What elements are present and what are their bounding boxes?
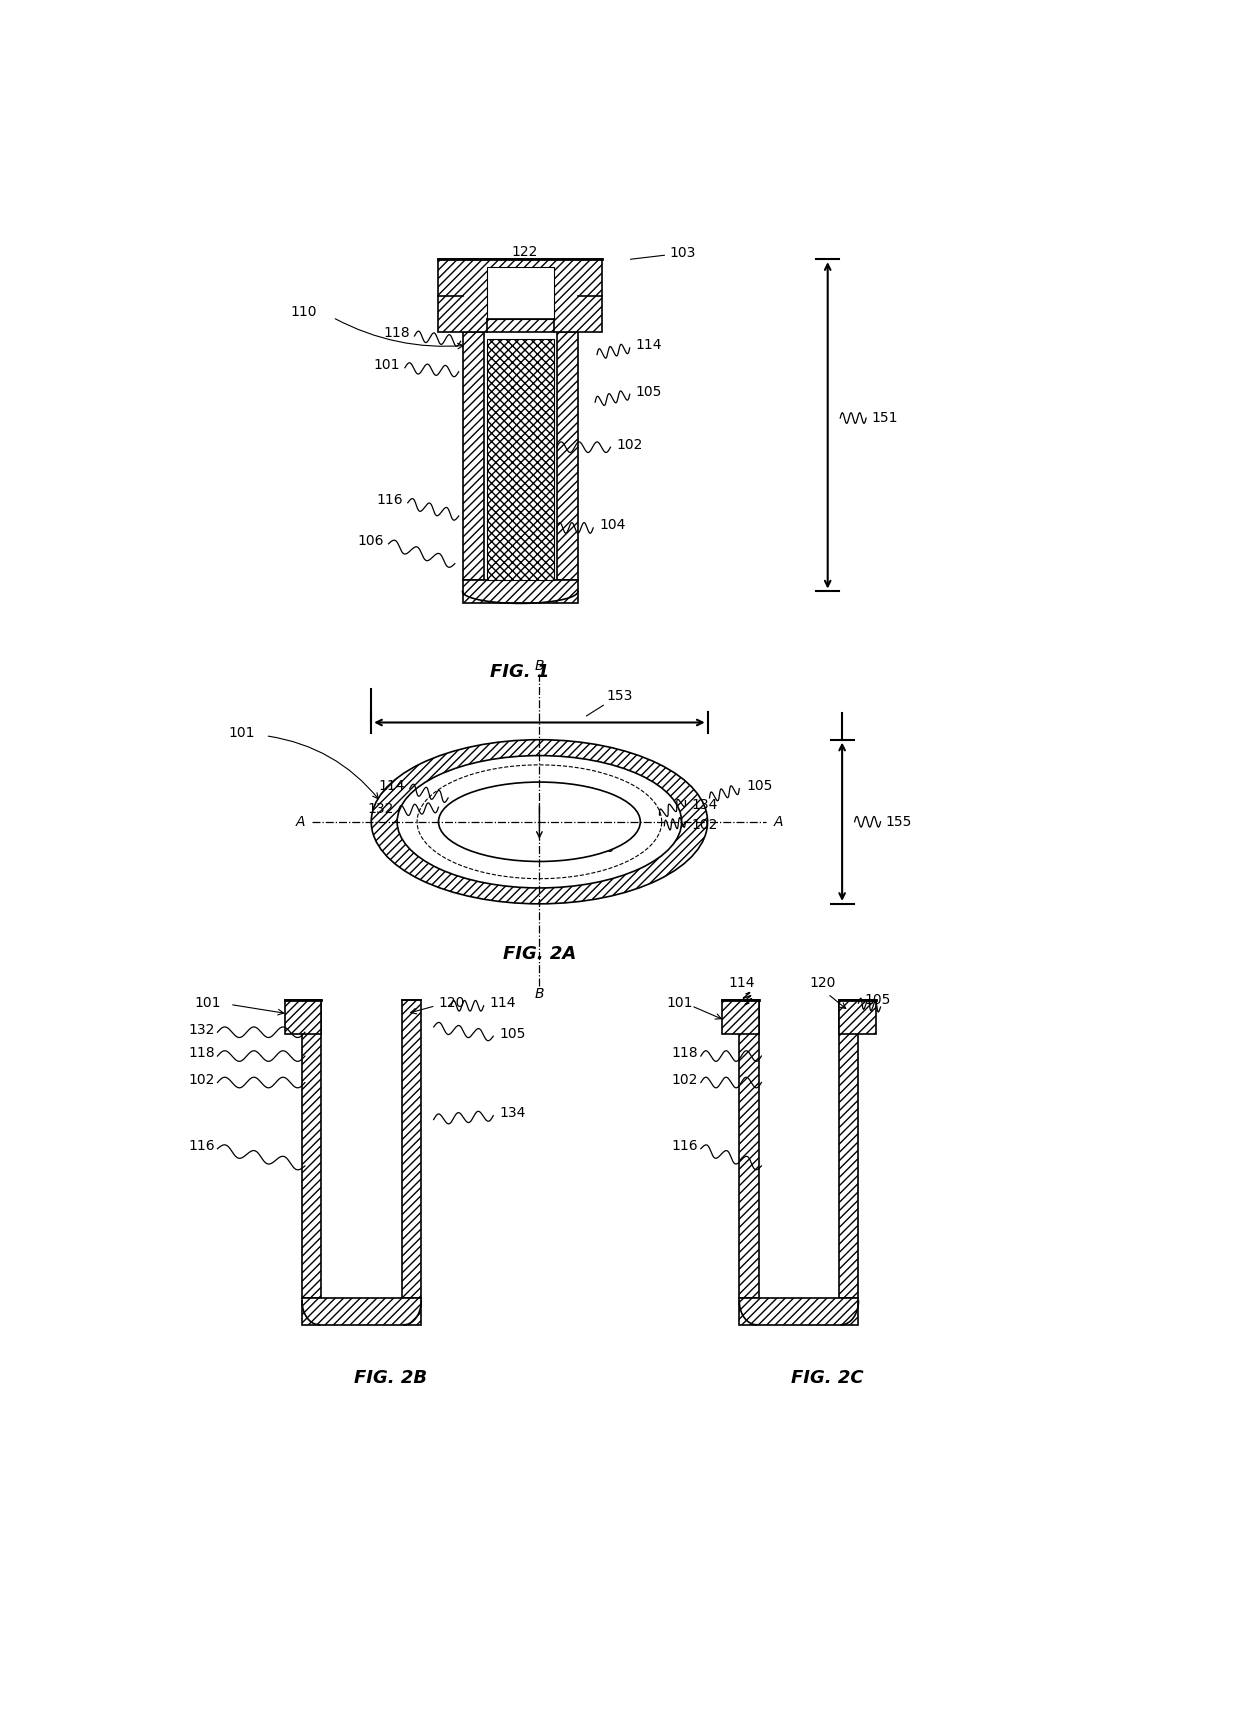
Text: 134: 134 [691, 798, 718, 811]
Text: 105: 105 [746, 779, 773, 792]
Text: 120: 120 [439, 995, 465, 1011]
Text: 118: 118 [383, 327, 409, 340]
Text: 116: 116 [671, 1140, 698, 1153]
Text: FIG. 2A: FIG. 2A [502, 945, 577, 963]
Text: 114: 114 [490, 995, 516, 1011]
Text: 103: 103 [670, 246, 696, 260]
Text: 110: 110 [290, 306, 317, 320]
Text: 101: 101 [228, 725, 254, 741]
Text: 114: 114 [635, 339, 662, 352]
Ellipse shape [397, 756, 682, 889]
Ellipse shape [439, 782, 640, 861]
Text: 114: 114 [728, 976, 754, 990]
Text: 106: 106 [357, 535, 383, 548]
Text: 118: 118 [671, 1047, 698, 1061]
Text: B: B [542, 841, 552, 854]
Bar [722, 1000, 759, 1033]
Ellipse shape [371, 739, 708, 904]
Bar [839, 1000, 875, 1033]
Text: 104: 104 [599, 517, 625, 533]
Text: 102: 102 [691, 818, 718, 832]
Text: B: B [534, 987, 544, 1000]
Text: FIG. 2C: FIG. 2C [791, 1368, 864, 1387]
Text: FIG. 2B: FIG. 2B [353, 1368, 427, 1387]
Text: 118: 118 [188, 1047, 215, 1061]
Text: 122: 122 [512, 246, 538, 260]
Bar [739, 1000, 759, 1298]
Bar [486, 339, 554, 579]
Bar [285, 1000, 321, 1033]
Text: 101: 101 [195, 995, 221, 1011]
Text: 101: 101 [667, 995, 693, 1011]
Text: 105: 105 [498, 1026, 526, 1040]
Text: 132: 132 [367, 801, 393, 815]
Bar [463, 579, 578, 603]
Text: 116: 116 [376, 493, 403, 507]
Text: 105: 105 [635, 385, 662, 399]
Text: 102: 102 [616, 438, 642, 452]
Bar [402, 1000, 422, 1298]
Text: 120: 120 [589, 841, 615, 854]
Bar [839, 1000, 858, 1298]
Bar [303, 1000, 321, 1298]
Bar [463, 332, 484, 579]
Text: 116: 116 [188, 1140, 215, 1153]
Text: 114: 114 [378, 779, 404, 792]
Text: 155: 155 [885, 815, 911, 829]
Text: 102: 102 [188, 1073, 215, 1086]
Text: 134: 134 [498, 1105, 526, 1121]
Bar [557, 332, 578, 579]
Text: 101: 101 [373, 358, 401, 371]
Text: FIG. 1: FIG. 1 [491, 664, 549, 681]
Text: 120: 120 [810, 976, 836, 990]
Text: 105: 105 [864, 994, 890, 1007]
Text: 153: 153 [606, 689, 634, 703]
Bar [739, 1298, 858, 1325]
Bar [303, 1298, 422, 1325]
Bar [486, 266, 554, 318]
Text: A: A [296, 815, 305, 829]
Text: 132: 132 [188, 1023, 215, 1037]
Text: 102: 102 [672, 1073, 698, 1086]
Text: 118: 118 [482, 841, 510, 854]
Bar [439, 260, 601, 332]
Text: 151: 151 [870, 411, 898, 425]
Text: B: B [534, 658, 544, 672]
Text: A: A [774, 815, 782, 829]
